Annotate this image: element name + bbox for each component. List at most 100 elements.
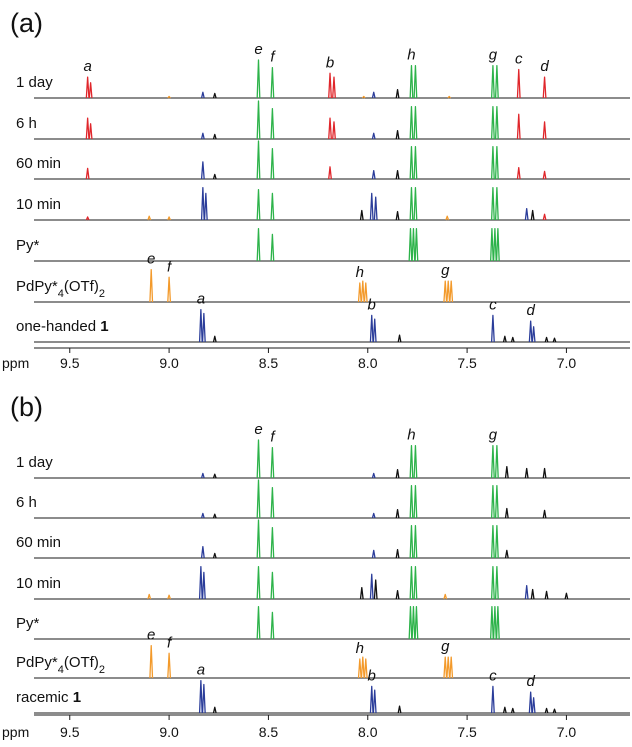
x-axis-tick-label: 9.5 (60, 355, 80, 371)
spectrum-peak (504, 507, 509, 519)
spectrum-peak (332, 121, 336, 140)
spectrum-peak (490, 485, 495, 519)
spectrum-peak (256, 228, 261, 262)
spectrum-peak (360, 280, 365, 303)
spectrum-peak (524, 585, 529, 600)
spectrum-peak (332, 76, 336, 99)
spectrum-peak (212, 173, 217, 180)
spectrum-peak (395, 548, 400, 559)
spectrum-peak (200, 512, 205, 519)
spectrum-peak (256, 100, 261, 140)
spectrum-peak (395, 129, 400, 140)
spectrum-peak (413, 525, 418, 559)
spectrum-peak (200, 91, 205, 99)
spectrum-trace: a e f b h g c d 1 day (16, 41, 630, 99)
spectrum-peak (200, 161, 205, 180)
spectrum-peak (411, 606, 416, 640)
peak-assignment-label: c (489, 667, 497, 684)
x-axis-tick-label: 8.0 (358, 724, 378, 740)
peak-assignment-label: f (167, 258, 173, 275)
spectrum-peak (447, 95, 452, 99)
spectrum-peak (544, 336, 549, 343)
peak-assignment-label: b (368, 296, 376, 313)
spectrum-peak (490, 566, 495, 600)
spectrum-peak (490, 187, 495, 221)
spectrum-peak (85, 216, 90, 221)
spectrum-peak (200, 545, 205, 559)
spectrum-peak (373, 579, 378, 600)
peak-assignment-label: e (147, 251, 155, 268)
spectrum-peak (524, 207, 529, 221)
spectrum-peak (530, 588, 535, 600)
spectrum-peak (270, 446, 275, 479)
spectrum-peak (414, 606, 419, 640)
spectrum-peak (198, 680, 203, 714)
x-axis-tick-label: 8.0 (358, 355, 378, 371)
x-axis-unit-label: ppm (2, 355, 29, 371)
spectrum-peak (212, 513, 217, 519)
spectrum-peak (524, 467, 529, 479)
spectrum-trace: 6 h (16, 100, 630, 140)
spectrum-peak (369, 192, 374, 221)
spectrum-peak (88, 82, 93, 99)
spectrum-trace: 60 min (16, 140, 630, 180)
spectrum-peak (409, 187, 414, 221)
spectrum-peak (395, 468, 400, 479)
trace-label: 10 min (16, 196, 61, 213)
peak-assignment-label: h (356, 640, 364, 657)
spectrum-peak (256, 188, 261, 221)
spectrum-peak (397, 334, 402, 343)
spectrum-peak (256, 519, 261, 559)
spectrum-peak (201, 571, 206, 600)
peak-assignment-label: e (254, 41, 262, 58)
peak-assignment-label: a (197, 662, 205, 679)
peak-assignment-label: a (83, 58, 91, 75)
spectrum-peak (409, 445, 414, 479)
spectrum-peak (490, 65, 495, 99)
spectrum-peak (167, 652, 172, 679)
spectrum-peak (494, 187, 499, 221)
peak-assignment-label: h (356, 264, 364, 281)
peak-assignment-label: g (441, 638, 450, 655)
peak-assignment-label: f (167, 634, 173, 651)
x-axis-tick-label: 7.5 (457, 355, 477, 371)
spectrum-trace: e f h g PdPy*4(OTf)2 (16, 251, 630, 303)
spectrum-peak (270, 107, 275, 140)
spectrum-peak (85, 76, 90, 99)
spectrum-peak (212, 133, 217, 140)
spectrum-peak (544, 707, 549, 714)
spectrum-peak (371, 169, 376, 180)
spectrum-peak (490, 106, 495, 140)
spectrum-peak (357, 282, 362, 303)
spectrum-peak (167, 95, 171, 99)
spectrum-peak (212, 92, 217, 99)
spectrum-peak (489, 606, 494, 640)
spectrum-peak (328, 117, 332, 140)
trace-label: 60 min (16, 534, 61, 551)
spectrum-trace: 60 min (16, 519, 630, 559)
spectrum-peak (371, 472, 376, 479)
spectrum-peak (531, 326, 536, 343)
spectrum-peak (167, 276, 172, 303)
spectrum-peak (256, 566, 261, 600)
spectrum-peak (270, 486, 275, 519)
spectrum-peak (542, 467, 547, 479)
spectrum-trace: Py* (16, 228, 630, 262)
spectrum-peak (413, 65, 418, 99)
spectrum-peak (88, 123, 93, 140)
spectrum-peak (492, 228, 497, 262)
spectrum-peak (212, 552, 217, 559)
spectrum-peak (413, 146, 418, 180)
spectrum-peak (409, 485, 414, 519)
spectrum-peak (363, 658, 368, 679)
peak-assignment-label: g (489, 47, 498, 64)
spectrum-peak (516, 68, 521, 99)
spectrum-peak (149, 269, 154, 303)
peak-assignment-label: h (407, 427, 415, 444)
x-axis-unit-label: ppm (2, 724, 29, 740)
spectrum-peak (413, 445, 418, 479)
x-axis-tick-label: 8.5 (259, 724, 279, 740)
spectrum-peak (372, 318, 377, 343)
spectrum-peak (542, 76, 547, 99)
